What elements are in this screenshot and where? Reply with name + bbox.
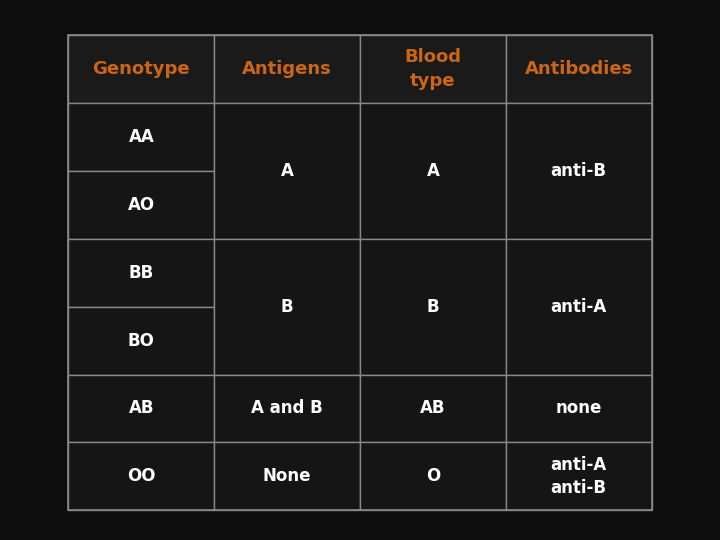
Bar [360, 375, 505, 442]
Text: AA: AA [128, 128, 154, 146]
Bar [215, 103, 360, 239]
Text: BB: BB [129, 264, 154, 282]
Bar [360, 103, 505, 239]
Bar [68, 442, 215, 510]
Text: Antibodies: Antibodies [525, 60, 633, 78]
Bar [215, 442, 360, 510]
Bar [505, 103, 652, 239]
Text: A: A [281, 162, 294, 180]
Text: A: A [426, 162, 439, 180]
Bar [68, 239, 215, 307]
Bar [360, 442, 505, 510]
Bar [505, 375, 652, 442]
Text: O: O [426, 467, 440, 485]
Text: B: B [281, 298, 294, 316]
Text: AB: AB [129, 400, 154, 417]
Text: Antigens: Antigens [242, 60, 332, 78]
Text: anti-A
anti-B: anti-A anti-B [551, 456, 607, 497]
Bar [68, 307, 215, 375]
Text: AB: AB [420, 400, 446, 417]
Text: anti-B: anti-B [551, 162, 607, 180]
Text: B: B [426, 298, 439, 316]
Bar [68, 171, 215, 239]
Bar [68, 375, 215, 442]
Text: Genotype: Genotype [92, 60, 190, 78]
Bar [215, 239, 360, 375]
Text: none: none [556, 400, 602, 417]
Bar [505, 35, 652, 103]
Bar [68, 103, 215, 171]
Bar [68, 35, 652, 510]
Text: Blood
type: Blood type [405, 48, 462, 90]
Text: None: None [263, 467, 311, 485]
Bar [505, 239, 652, 375]
Bar [68, 35, 215, 103]
Bar [360, 239, 505, 375]
Text: AO: AO [127, 196, 155, 214]
Text: BO: BO [128, 332, 155, 349]
Bar [505, 442, 652, 510]
Bar [215, 35, 360, 103]
Bar [215, 375, 360, 442]
Text: A and B: A and B [251, 400, 323, 417]
Text: anti-A: anti-A [551, 298, 607, 316]
Bar [360, 35, 505, 103]
Text: OO: OO [127, 467, 156, 485]
